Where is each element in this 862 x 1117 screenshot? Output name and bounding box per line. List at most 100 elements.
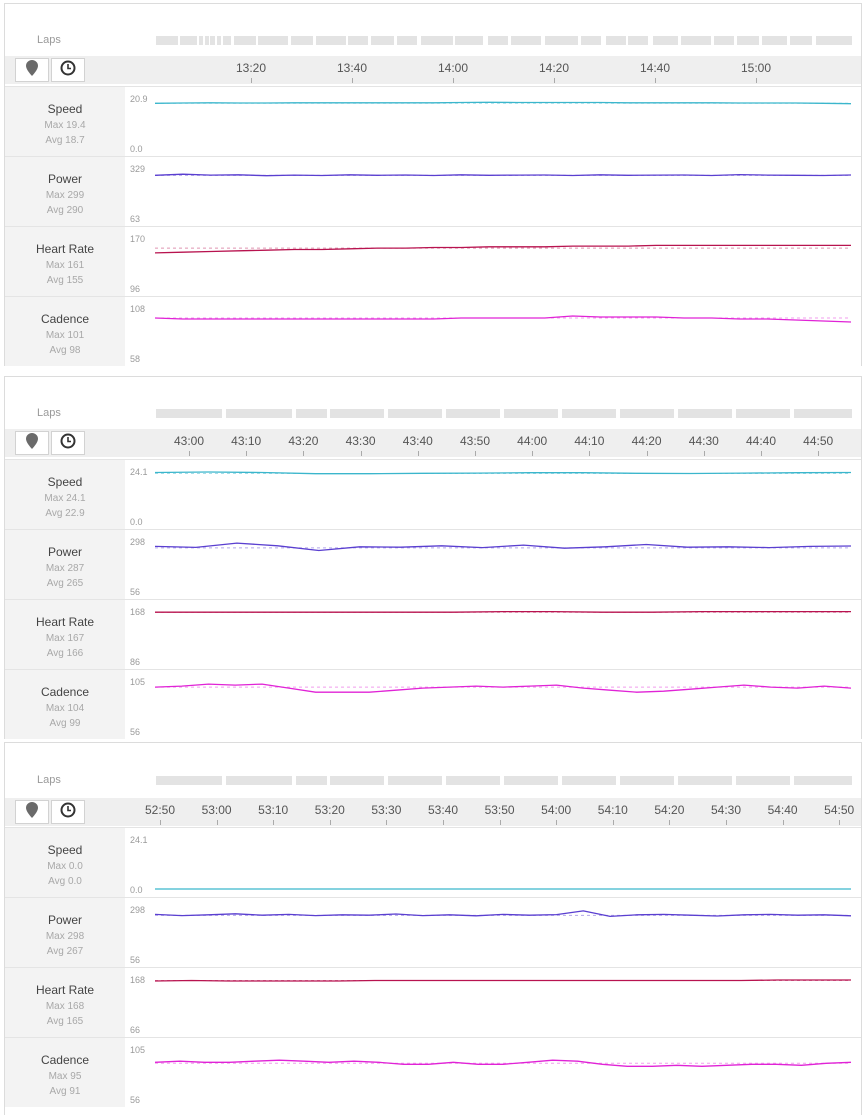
metric-avg: Avg 267 <box>46 946 84 957</box>
lap-segment[interactable] <box>816 36 852 45</box>
y-axis-min-label: 56 <box>130 1095 141 1105</box>
time-tick-label: 53:40 <box>427 803 459 817</box>
lap-segment[interactable] <box>545 36 578 45</box>
time-tick-label: 53:50 <box>484 803 515 817</box>
metric-plot[interactable] <box>155 530 851 599</box>
metric-plot[interactable] <box>155 828 851 897</box>
metric-name: Cadence <box>40 685 90 699</box>
lap-segment[interactable] <box>316 36 346 45</box>
y-axis-max-label: 105 <box>130 677 146 687</box>
lap-segment[interactable] <box>205 36 209 45</box>
lap-segment[interactable] <box>446 776 500 785</box>
lap-segment[interactable] <box>562 409 616 418</box>
lap-segment[interactable] <box>421 36 453 45</box>
time-view-button[interactable] <box>51 58 85 82</box>
metric-name: Speed <box>47 475 83 489</box>
time-tick-mark <box>499 820 501 825</box>
series-line-cadence <box>155 1059 851 1067</box>
lap-segment[interactable] <box>226 776 292 785</box>
lap-segment[interactable] <box>581 36 601 45</box>
lap-segment[interactable] <box>330 409 384 418</box>
lap-segment[interactable] <box>234 36 256 45</box>
map-view-button[interactable] <box>15 431 49 455</box>
lap-segment[interactable] <box>455 36 483 45</box>
lap-segment[interactable] <box>446 409 500 418</box>
time-tick-mark <box>761 451 762 456</box>
lap-segment[interactable] <box>217 36 221 45</box>
metric-plot[interactable] <box>155 157 851 226</box>
lap-segment[interactable] <box>488 36 508 45</box>
metric-plot[interactable] <box>155 1038 851 1107</box>
lap-segment[interactable] <box>156 409 222 418</box>
lap-segment[interactable] <box>790 36 812 45</box>
lap-segment[interactable] <box>199 36 203 45</box>
map-view-button[interactable] <box>15 58 49 82</box>
lap-segment[interactable] <box>678 776 732 785</box>
time-tick-label: 53:30 <box>371 803 402 817</box>
lap-segment[interactable] <box>388 776 442 785</box>
lap-segment[interactable] <box>258 36 288 45</box>
map-view-button[interactable] <box>15 800 49 824</box>
lap-segment[interactable] <box>714 36 734 45</box>
lap-segment[interactable] <box>562 776 616 785</box>
lap-segment[interactable] <box>504 776 558 785</box>
lap-segment[interactable] <box>156 776 222 785</box>
metric-plot[interactable] <box>155 670 851 739</box>
metric-plot[interactable] <box>155 968 851 1037</box>
lap-segment[interactable] <box>397 36 417 45</box>
metric-row-heart-rate: Heart Rate Max 168 Avg 165 168 66 <box>5 967 861 1038</box>
lap-segment[interactable] <box>388 409 442 418</box>
laps-bar[interactable] <box>156 776 852 785</box>
lap-segment[interactable] <box>371 36 394 45</box>
lap-segment[interactable] <box>296 776 327 785</box>
metric-name: Heart Rate <box>35 615 95 629</box>
y-axis-max-label: 298 <box>130 537 146 547</box>
metric-row-power: Power Max 299 Avg 290 329 63 <box>5 156 861 227</box>
metric-row-speed: Speed Max 0.0 Avg 0.0 24.1 0.0 <box>5 827 861 898</box>
lap-segment[interactable] <box>296 409 327 418</box>
metric-plot[interactable] <box>155 460 851 529</box>
time-view-button[interactable] <box>51 431 85 455</box>
lap-segment[interactable] <box>653 36 678 45</box>
lap-segment[interactable] <box>794 409 852 418</box>
time-tick-mark <box>352 78 353 83</box>
lap-segment[interactable] <box>620 409 674 418</box>
lap-segment[interactable] <box>330 776 384 785</box>
laps-bar[interactable] <box>156 409 852 418</box>
lap-segment[interactable] <box>628 36 648 45</box>
lap-segment[interactable] <box>737 36 759 45</box>
metric-max: Max 287 <box>45 563 85 574</box>
lap-segment[interactable] <box>794 776 852 785</box>
lap-segment[interactable] <box>736 776 790 785</box>
metric-name: Speed <box>47 843 83 857</box>
metric-plot[interactable] <box>155 297 851 366</box>
lap-segment[interactable] <box>681 36 711 45</box>
lap-segment[interactable] <box>210 36 215 45</box>
metric-plot[interactable] <box>155 87 851 156</box>
lap-segment[interactable] <box>291 36 313 45</box>
laps-bar[interactable] <box>156 36 852 45</box>
lap-segment[interactable] <box>226 409 292 418</box>
metric-summary: Speed Max 19.4 Avg 18.7 <box>5 87 125 156</box>
lap-segment[interactable] <box>736 409 790 418</box>
metric-name: Power <box>47 913 82 927</box>
y-axis-min-label: 58 <box>130 354 141 364</box>
lap-segment[interactable] <box>620 776 674 785</box>
lap-segment[interactable] <box>504 409 558 418</box>
lap-segment[interactable] <box>678 409 732 418</box>
time-view-button[interactable] <box>51 800 85 824</box>
metric-plot[interactable] <box>155 227 851 296</box>
metric-max: Max 168 <box>45 1001 85 1012</box>
lap-segment[interactable] <box>180 36 197 45</box>
lap-segment[interactable] <box>223 36 231 45</box>
lap-segment[interactable] <box>348 36 368 45</box>
metric-plot[interactable] <box>155 600 851 669</box>
lap-segment[interactable] <box>511 36 541 45</box>
lap-segment[interactable] <box>156 36 178 45</box>
lap-segment[interactable] <box>606 36 626 45</box>
time-tick-label: 54:30 <box>710 803 742 817</box>
y-axis-min-label: 56 <box>130 955 141 965</box>
y-axis-min-label: 56 <box>130 727 141 737</box>
lap-segment[interactable] <box>762 36 787 45</box>
metric-plot[interactable] <box>155 898 851 967</box>
